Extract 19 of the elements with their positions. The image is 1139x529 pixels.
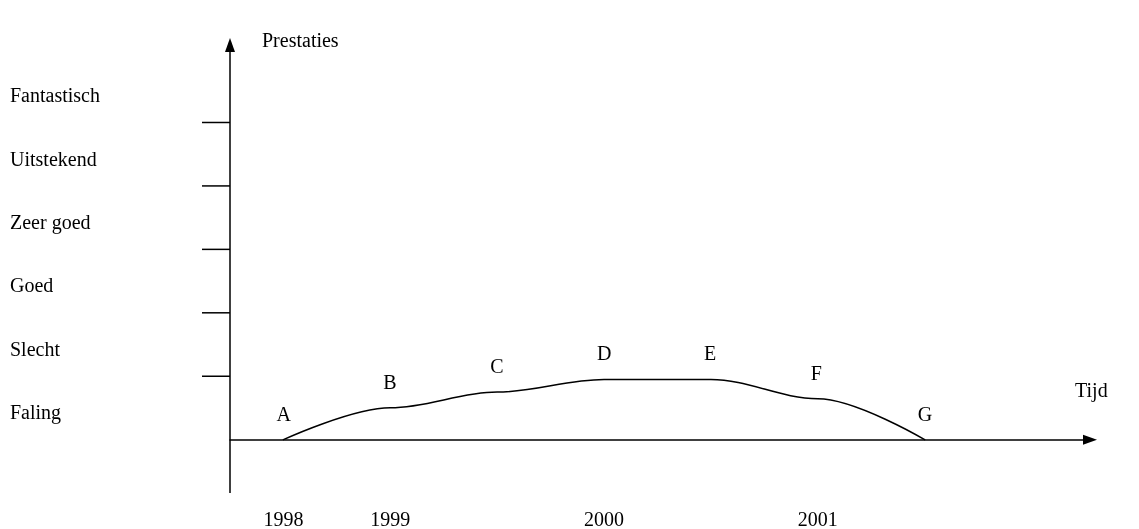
text: Uitstekend	[10, 147, 97, 170]
text: Prestaties	[262, 29, 339, 51]
text: Zeer goed	[10, 210, 91, 234]
text: Goed	[10, 274, 54, 297]
annotation: C	[490, 355, 504, 378]
text: Slecht	[10, 337, 61, 360]
x-tick-label: 2001	[797, 508, 838, 529]
x-tick-label: 1998	[263, 508, 304, 529]
text: Faling	[10, 401, 62, 425]
x-tick-label: 2000	[584, 508, 625, 529]
annotation: D	[597, 342, 612, 365]
annotation: B	[383, 370, 397, 393]
annotation: G	[917, 402, 933, 425]
annotation: F	[810, 361, 822, 384]
annotation: E	[703, 342, 717, 365]
text: Fantastisch	[10, 84, 100, 107]
x-tick-label: 1999	[370, 508, 411, 529]
annotation: A	[276, 402, 292, 425]
x-axis-title: Tijd	[1075, 378, 1108, 402]
